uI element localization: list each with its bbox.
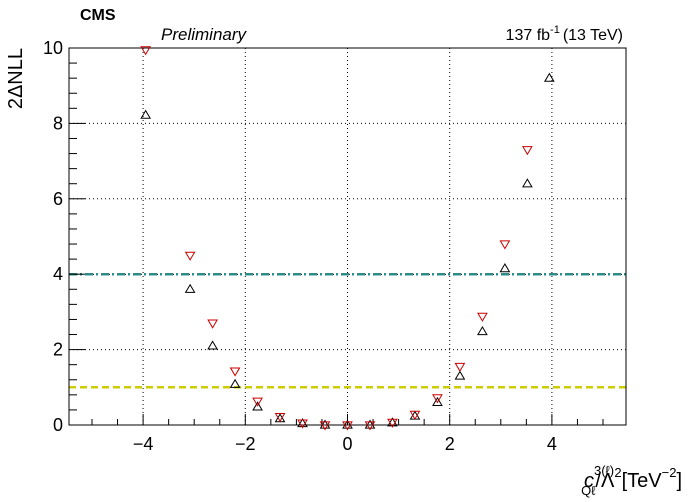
x-tick-label: 2 bbox=[445, 434, 455, 454]
reference-lines bbox=[69, 272, 626, 389]
data-point-up bbox=[543, 72, 555, 82]
x-axis-title: c3(ℓ) Qℓ/Λ2[TeV−2] bbox=[581, 463, 682, 498]
data-point-down bbox=[477, 312, 488, 322]
axis-ticks bbox=[69, 47, 604, 426]
experiment-label: CMS bbox=[80, 7, 116, 24]
energy-label: (13 TeV) bbox=[563, 27, 623, 44]
data-point-down bbox=[252, 397, 263, 407]
data-point-down bbox=[387, 418, 398, 428]
data-point-down bbox=[140, 46, 152, 56]
data-point-down bbox=[409, 410, 421, 420]
y-axis-title: 2ΔNLL bbox=[5, 48, 27, 109]
data-point-up bbox=[477, 326, 488, 336]
x-tick-label: −4 bbox=[133, 434, 154, 454]
data-point-down bbox=[274, 413, 286, 423]
data-point-down bbox=[499, 240, 511, 250]
data-point-down bbox=[297, 419, 308, 429]
data-markers bbox=[140, 46, 555, 431]
x-title-ratio-power: 2 bbox=[614, 465, 621, 480]
data-point-up bbox=[342, 419, 353, 429]
lumi-label: 137 fb-1 (13 TeV) bbox=[506, 24, 623, 44]
data-point-up bbox=[319, 419, 331, 429]
x-title-symbol: c bbox=[584, 470, 594, 492]
data-point-up bbox=[432, 396, 443, 407]
data-point-up bbox=[207, 340, 218, 350]
data-point-up bbox=[184, 283, 196, 293]
axis-tick-labels: −4 −2 0 2 4 0 2 4 6 8 10 bbox=[43, 38, 557, 454]
y-tick-label: 8 bbox=[53, 113, 63, 133]
x-title-unit-power: −2 bbox=[662, 465, 677, 480]
x-tick-label: −2 bbox=[235, 434, 256, 454]
data-point-down bbox=[522, 146, 533, 156]
lumi-value: 137 fb bbox=[506, 27, 551, 44]
data-point-up bbox=[140, 109, 152, 119]
grid-lines bbox=[69, 48, 626, 425]
x-title-superscript: 3(ℓ) bbox=[594, 463, 614, 478]
x-title-unit-close: ] bbox=[676, 470, 682, 492]
data-point-up bbox=[499, 263, 511, 273]
data-point-up bbox=[364, 419, 376, 429]
y-tick-label: 10 bbox=[43, 38, 63, 58]
x-title-subscript: Qℓ bbox=[581, 483, 596, 498]
y-tick-label: 6 bbox=[53, 189, 63, 209]
data-point-down bbox=[364, 421, 376, 431]
data-point-down bbox=[432, 394, 443, 404]
data-point-up bbox=[252, 401, 263, 411]
data-point-down bbox=[207, 319, 218, 329]
data-point-up bbox=[409, 410, 421, 420]
data-point-down bbox=[454, 362, 466, 373]
data-point-down bbox=[229, 367, 241, 377]
x-title-unit: [TeV bbox=[622, 470, 663, 492]
x-tick-label: 4 bbox=[547, 434, 557, 454]
data-point-down bbox=[342, 421, 353, 431]
lumi-exponent: -1 bbox=[550, 24, 560, 36]
y-tick-label: 2 bbox=[53, 340, 63, 360]
data-point-up bbox=[454, 370, 466, 380]
data-point-down bbox=[184, 251, 196, 261]
data-point-up bbox=[522, 178, 533, 188]
data-point-down bbox=[319, 421, 331, 431]
x-tick-label: 0 bbox=[342, 434, 352, 454]
y-tick-label: 0 bbox=[53, 415, 63, 435]
data-point-up bbox=[229, 378, 241, 388]
y-tick-label: 4 bbox=[53, 264, 63, 284]
x-title-ratio: /Λ bbox=[595, 470, 615, 492]
status-label: Preliminary bbox=[161, 25, 248, 44]
